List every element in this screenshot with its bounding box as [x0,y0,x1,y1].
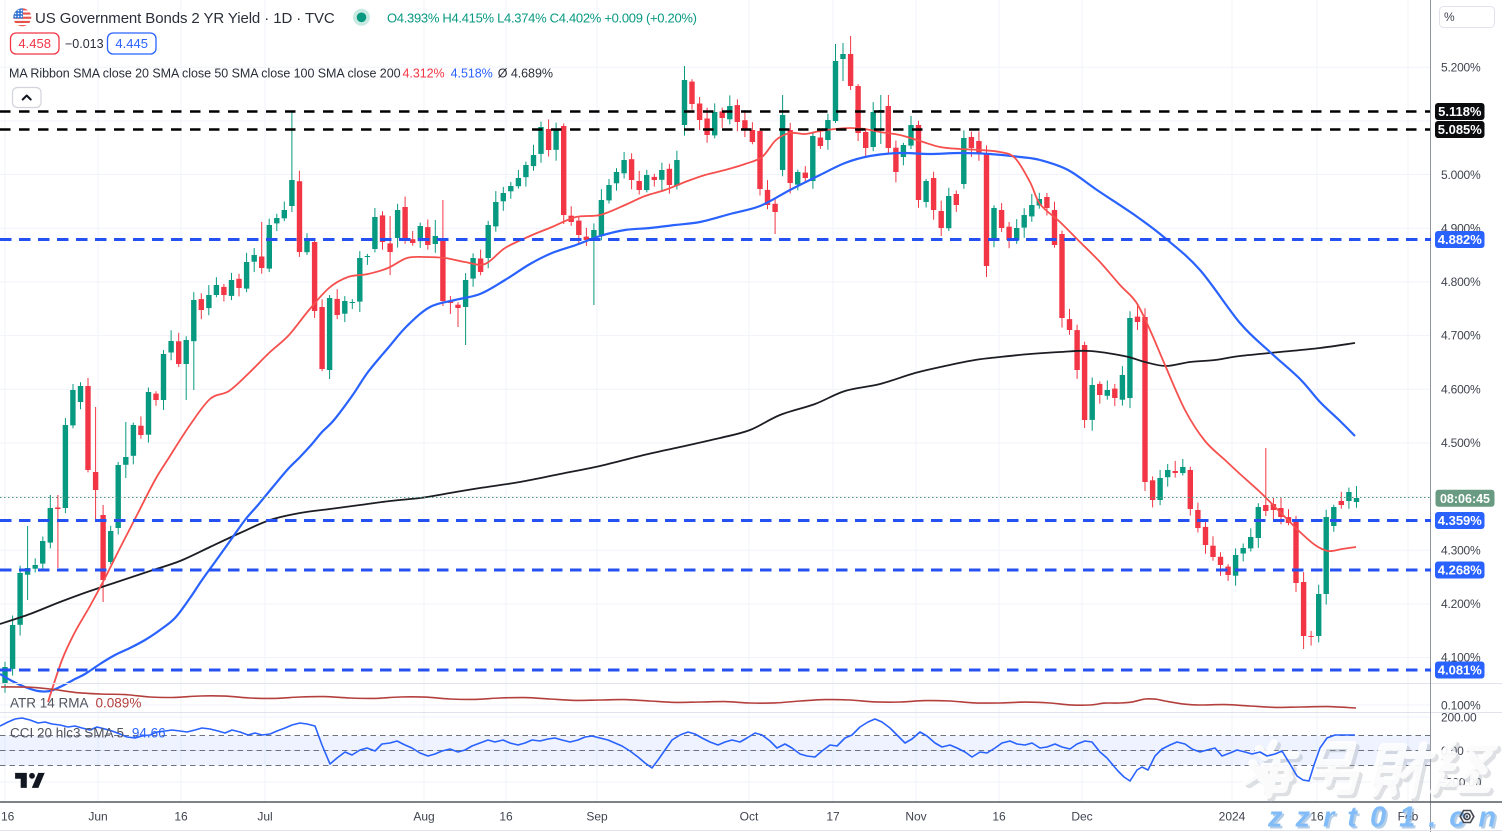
svg-text:zzrt01.cn: zzrt01.cn [1267,802,1502,833]
svg-text:16: 16 [1,810,15,824]
svg-text:US Government Bonds 2 YR Yield: US Government Bonds 2 YR Yield · 1D · TV… [35,10,335,27]
svg-text:4.268%: 4.268% [1438,563,1483,578]
svg-text:zzrt01.cn: zzrt01.cn [1269,804,1502,833]
svg-text:16: 16 [174,810,188,824]
svg-text:4.081%: 4.081% [1438,663,1483,678]
svg-text:0.100%: 0.100% [1441,698,1481,712]
svg-text:16: 16 [992,810,1006,824]
svg-text:5.200%: 5.200% [1441,61,1481,75]
svg-text:−0.013: −0.013 [65,37,104,51]
svg-text:4.800%: 4.800% [1441,275,1481,289]
svg-text:MA Ribbon SMA close 20 SMA clo: MA Ribbon SMA close 20 SMA close 50 SMA … [9,67,553,81]
svg-text:16: 16 [499,810,513,824]
svg-text:Feb: Feb [1398,810,1419,824]
svg-text:Jun: Jun [88,810,107,824]
svg-text:17: 17 [826,810,840,824]
svg-text:Sep: Sep [586,810,608,824]
svg-text:4.700%: 4.700% [1441,329,1481,343]
svg-text:2024: 2024 [1219,810,1246,824]
svg-text:4.359%: 4.359% [1438,513,1483,528]
svg-text:5.118%: 5.118% [1438,104,1482,119]
svg-text:O4.393% H4.415% L4.374% C4.402: O4.393% H4.415% L4.374% C4.402% +0.009 (… [387,11,697,26]
svg-text:08:06:45: 08:06:45 [1440,492,1490,506]
svg-text:4.445: 4.445 [115,36,148,51]
svg-text:ATR 14 RMA 0.089%: ATR 14 RMA 0.089% [10,696,141,711]
svg-text:5.085%: 5.085% [1438,122,1483,137]
svg-text:16: 16 [1310,810,1324,824]
svg-text:Aug: Aug [413,810,434,824]
svg-text:CCI 20 hlc3 SMA 5 94.66: CCI 20 hlc3 SMA 5 94.66 [10,726,166,741]
svg-text:Nov: Nov [905,810,926,824]
svg-text:4.200%: 4.200% [1441,597,1481,611]
svg-text:5.000%: 5.000% [1441,168,1481,182]
svg-text:200.00: 200.00 [1441,710,1477,724]
svg-text:4.500%: 4.500% [1441,436,1481,450]
svg-text:4.458: 4.458 [18,36,51,51]
svg-text:%: % [1444,10,1455,24]
svg-text:4.100%: 4.100% [1441,651,1481,665]
svg-text:4.882%: 4.882% [1438,232,1483,247]
svg-text:Oct: Oct [740,810,759,824]
svg-text:4.600%: 4.600% [1441,382,1481,396]
svg-text:4.300%: 4.300% [1441,543,1481,557]
svg-text:Dec: Dec [1071,810,1092,824]
svg-text:Jul: Jul [257,810,272,824]
